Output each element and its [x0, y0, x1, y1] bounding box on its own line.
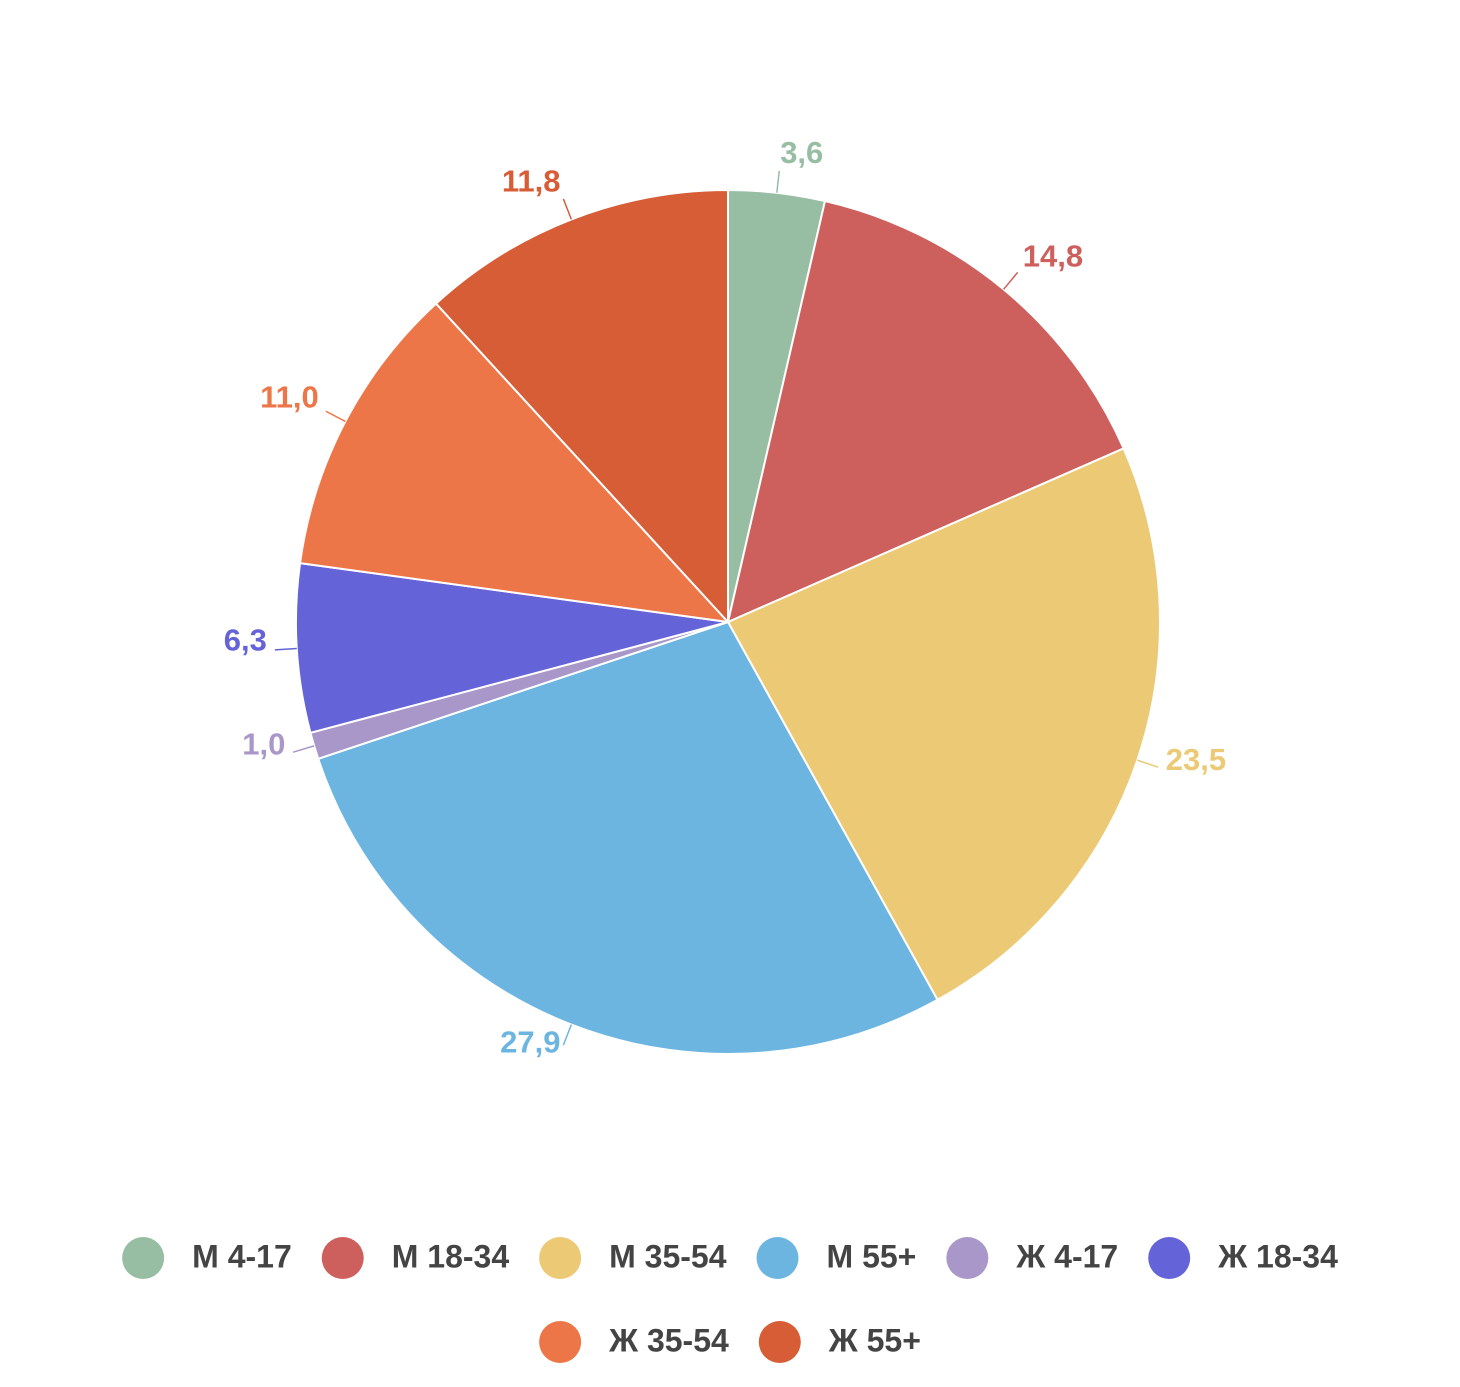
legend-label: Ж 35-54: [608, 1322, 729, 1358]
data-label: 1,0: [242, 727, 285, 762]
legend-marker: [756, 1237, 799, 1279]
legend-label: М 35-54: [609, 1238, 727, 1274]
pie-slice: [726, 447, 1161, 1002]
legend-label: Ж 55+: [828, 1322, 921, 1358]
leader-line: [1137, 759, 1159, 768]
legend-marker: [946, 1237, 989, 1279]
pie-slice: [434, 188, 729, 625]
data-label: 23,5: [1166, 742, 1226, 777]
leader-line: [274, 647, 297, 651]
legend-label: М 55+: [827, 1238, 917, 1274]
legend-label: М 4-17: [192, 1238, 292, 1274]
data-label: 11,8: [502, 164, 561, 199]
leader-line: [776, 170, 781, 193]
leader-line: [325, 410, 346, 423]
leader-line: [562, 198, 573, 220]
legend-marker: [539, 1321, 582, 1363]
legend-marker: [539, 1237, 582, 1279]
data-label: 27,9: [500, 1025, 560, 1060]
legend-marker: [122, 1237, 165, 1279]
data-label: 14,8: [1023, 238, 1083, 273]
data-label: 6,3: [224, 623, 267, 658]
leader-line: [562, 1024, 573, 1046]
legend-label: М 18-34: [392, 1238, 510, 1274]
legend-label: Ж 4-17: [1015, 1238, 1118, 1274]
leader-line: [292, 745, 315, 753]
pie-slice: [298, 302, 731, 624]
legend-marker: [1148, 1237, 1191, 1279]
data-label: 11,0: [260, 380, 319, 415]
legend-marker: [321, 1237, 364, 1279]
data-label: 3,6: [780, 135, 823, 170]
legend-label: Ж 18-34: [1217, 1238, 1338, 1274]
leader-line: [1003, 271, 1019, 290]
legend-marker: [758, 1321, 801, 1363]
